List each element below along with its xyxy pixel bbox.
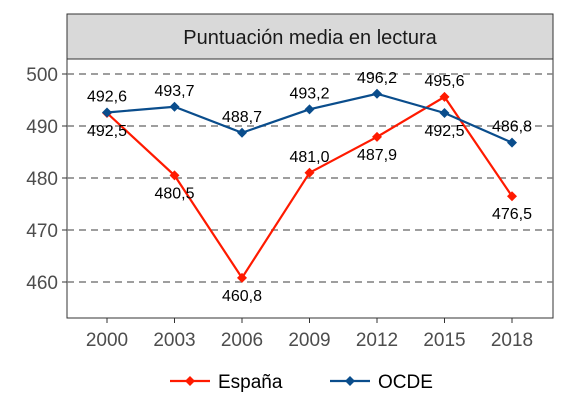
x-axis: 2000 2003 2006 2009 2012 2015 2018 (86, 318, 533, 351)
legend-label: España (218, 372, 283, 393)
data-label: 460,8 (222, 288, 262, 305)
data-label: 495,6 (424, 73, 464, 90)
x-tick-label: 2000 (86, 330, 128, 351)
x-tick-label: 2003 (153, 330, 195, 351)
data-point (169, 170, 180, 181)
legend-marker (345, 376, 355, 386)
y-tick-label: 500 (26, 65, 58, 86)
data-point (102, 107, 112, 118)
data-label: 492,5 (424, 123, 464, 140)
data-point (507, 137, 517, 148)
y-tick-label: 480 (26, 169, 58, 190)
data-point (169, 101, 180, 112)
data-point (439, 108, 450, 118)
data-label: 492,5 (87, 123, 127, 140)
y-tick-label: 460 (26, 273, 58, 294)
data-label: 488,7 (222, 109, 262, 126)
x-tick-label: 2015 (423, 330, 465, 351)
series-layer (102, 88, 517, 283)
data-label: 476,5 (492, 206, 532, 223)
y-tick-label: 470 (26, 221, 58, 242)
x-tick-label: 2009 (288, 330, 330, 351)
chart-title: Puntuación media en lectura (183, 27, 437, 49)
x-tick-label: 2018 (491, 330, 533, 351)
data-point (304, 104, 315, 115)
legend: España OCDE (170, 372, 433, 393)
y-tick-label: 490 (26, 117, 58, 138)
data-label: 480,5 (154, 185, 194, 202)
data-point (507, 191, 517, 202)
x-tick-label: 2012 (356, 330, 398, 351)
data-point (372, 88, 382, 99)
data-point (439, 91, 450, 102)
chart-title-strip: Puntuación media en lectura (66, 13, 554, 60)
data-point (237, 272, 247, 283)
data-point (237, 127, 247, 138)
data-point (372, 131, 382, 142)
data-label: 493,2 (289, 85, 329, 102)
data-label: 493,7 (154, 83, 194, 100)
legend-marker (185, 376, 195, 386)
grid-lines (67, 73, 553, 283)
data-point (304, 167, 315, 178)
x-tick-label: 2006 (221, 330, 263, 351)
data-label: 481,0 (289, 149, 329, 166)
data-label: 487,9 (357, 147, 397, 164)
legend-label: OCDE (378, 372, 433, 393)
data-label: 492,6 (87, 88, 127, 105)
data-label: 486,8 (492, 119, 532, 136)
y-axis: 460 470 480 490 500 (26, 65, 67, 294)
plot-area (66, 58, 554, 319)
data-labels: 492,5 480,5 460,8 481,0 487,9 495,6 476,5 492,6… (87, 70, 532, 305)
data-label: 496,2 (357, 70, 397, 87)
